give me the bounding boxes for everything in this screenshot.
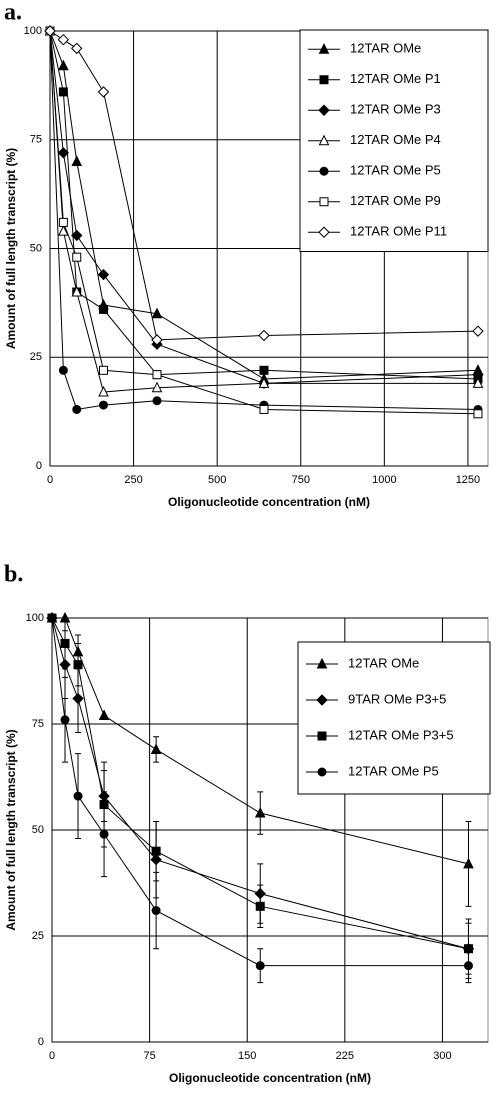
marker: [472, 325, 484, 337]
marker: [151, 846, 161, 856]
marker: [98, 304, 108, 314]
marker: [254, 806, 266, 818]
legend-label: 12TAR OMe: [350, 41, 421, 56]
marker: [98, 400, 108, 410]
marker: [151, 906, 161, 916]
marker: [258, 377, 270, 388]
marker: [99, 829, 109, 839]
marker: [71, 285, 83, 297]
x-axis-label: Oligonucleotide concentration (nM): [168, 495, 370, 509]
x-tick-label: 75: [143, 1050, 155, 1062]
x-tick-label: 250: [124, 474, 142, 486]
marker: [259, 365, 269, 375]
legend-marker: [319, 197, 329, 207]
x-axis-label: Oligonucleotide concentration (nM): [169, 1071, 371, 1085]
legend-box: [297, 641, 491, 795]
marker: [98, 385, 109, 397]
marker: [151, 334, 163, 346]
marker: [73, 791, 83, 801]
marker: [97, 268, 110, 281]
marker: [151, 381, 163, 393]
x-tick-label: 0: [49, 1050, 55, 1062]
legend-marker: [318, 134, 330, 146]
legend-marker: [318, 104, 330, 116]
legend-marker: [317, 767, 327, 777]
marker: [98, 709, 110, 721]
y-tick-label: 0: [38, 1036, 44, 1048]
marker: [60, 638, 70, 648]
legend-marker: [317, 731, 327, 741]
legend-label: 12TAR OMe P9: [350, 193, 441, 208]
x-tick-label: 150: [238, 1050, 256, 1062]
legend-marker: [318, 226, 330, 238]
marker: [473, 409, 483, 419]
marker: [150, 743, 162, 754]
marker: [463, 857, 474, 869]
y-tick-label: 0: [36, 460, 42, 472]
marker: [73, 660, 83, 670]
marker: [57, 33, 70, 46]
marker: [60, 715, 70, 725]
marker: [255, 961, 265, 971]
marker: [463, 961, 473, 971]
panel-label: b.: [4, 562, 23, 588]
y-tick-label: 75: [32, 718, 44, 730]
x-tick-label: 225: [336, 1050, 354, 1062]
marker: [71, 155, 83, 166]
legend-label: 12TAR OMe P3: [350, 102, 441, 117]
x-tick-label: 0: [47, 474, 53, 486]
marker: [98, 365, 108, 375]
x-tick-label: 750: [292, 474, 310, 486]
marker: [152, 396, 162, 406]
marker: [44, 25, 56, 37]
y-axis-label: Amount of full length transcript (%): [4, 729, 18, 930]
marker: [72, 252, 82, 262]
legend-marker: [316, 694, 328, 706]
marker: [72, 692, 84, 705]
legend-marker: [319, 166, 329, 176]
y-axis-label: Amount of full length transcript (%): [4, 148, 18, 349]
x-tick-label: 300: [433, 1050, 451, 1062]
x-tick-label: 1250: [456, 474, 480, 486]
x-tick-label: 1000: [372, 474, 396, 486]
marker: [255, 901, 265, 911]
y-tick-label: 75: [30, 134, 42, 146]
legend-marker: [318, 43, 330, 54]
panel-label: a.: [4, 0, 22, 26]
marker: [151, 307, 163, 319]
marker: [71, 229, 83, 242]
marker: [58, 224, 69, 236]
y-tick-label: 100: [24, 25, 42, 37]
marker: [472, 377, 484, 388]
marker: [258, 329, 270, 342]
marker: [47, 613, 57, 623]
y-tick-label: 25: [30, 351, 42, 363]
legend-label: 12TAR OMe P3+5: [348, 727, 454, 742]
legend-label: 12TAR OMe P5: [350, 163, 441, 178]
legend-marker: [319, 75, 329, 85]
marker: [58, 87, 68, 97]
legend-label: 12TAR OMe P4: [350, 132, 441, 147]
y-tick-label: 50: [30, 242, 42, 254]
marker: [97, 86, 110, 98]
marker: [71, 42, 83, 55]
marker: [152, 370, 162, 380]
marker: [72, 404, 82, 414]
y-tick-label: 100: [26, 612, 44, 624]
y-tick-label: 25: [32, 930, 44, 942]
y-tick-label: 50: [32, 824, 44, 836]
marker: [58, 365, 68, 375]
marker: [57, 147, 70, 159]
legend-marker: [316, 657, 328, 669]
legend-label: 12TAR OMe P1: [350, 71, 441, 86]
x-tick-label: 500: [208, 474, 226, 486]
marker: [58, 59, 69, 71]
marker: [259, 404, 269, 414]
legend-label: 12TAR OMe P11: [350, 224, 447, 239]
legend-label: 12TAR OMe: [348, 655, 419, 670]
legend-label: 12TAR OMe P5: [348, 763, 439, 778]
legend-label: 9TAR OMe P3+5: [348, 691, 446, 706]
marker: [58, 217, 68, 227]
